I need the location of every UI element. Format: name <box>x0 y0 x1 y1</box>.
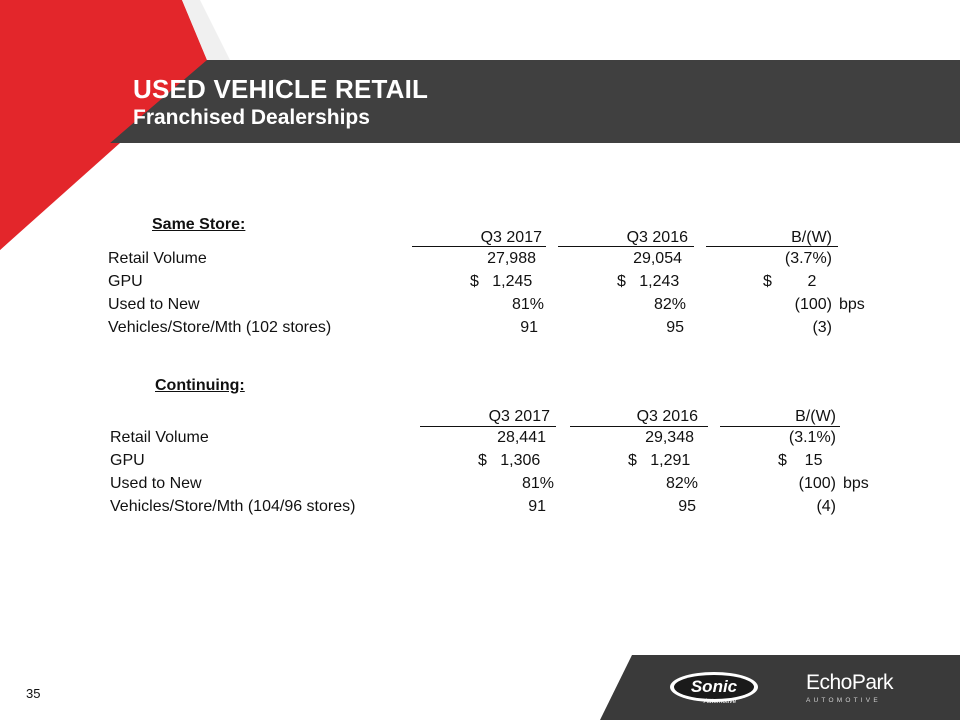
same-store-bw-value: $ 2 <box>763 273 817 290</box>
footer-band <box>600 655 960 720</box>
same-store-q3-2016-value: 29,054 <box>633 250 682 267</box>
same-store-q3-2017-value: 81% <box>511 296 544 313</box>
same-store-q3-2016-value: 95 <box>666 319 684 336</box>
continuing-bw-value: (3.1%) <box>788 429 836 446</box>
continuing-row-label: Used to New <box>110 475 202 492</box>
continuing-q3-2016-value: $ 1,291 <box>628 452 691 469</box>
continuing-q3-2016-value: 29,348 <box>645 429 694 446</box>
echopark-logo-text: EchoPark <box>806 671 894 694</box>
continuing-bw-value: (100) <box>798 475 836 492</box>
echopark-automotive-logo: EchoPark AUTOMOTIVE <box>806 672 906 708</box>
same-store-bw-value: (3) <box>812 319 832 336</box>
same-store-col-underline <box>706 246 838 247</box>
continuing-col-underline <box>720 426 840 427</box>
continuing-row-label: GPU <box>110 452 145 469</box>
sonic-logo-subtext: Automotive <box>703 698 737 705</box>
header-dark-panel <box>120 60 960 143</box>
page-number: 35 <box>26 686 41 701</box>
continuing-col-underline <box>570 426 708 427</box>
continuing-q3-2017-value: 28,441 <box>497 429 546 446</box>
echopark-logo-subtext: AUTOMOTIVE <box>806 697 881 704</box>
same-store-col-q3-2017: Q3 2017 <box>480 229 542 246</box>
same-store-row-label: Used to New <box>108 296 200 313</box>
same-store-bw-value: (3.7%) <box>784 250 832 267</box>
same-store-row-label: GPU <box>108 273 143 290</box>
same-store-heading: Same Store: <box>152 216 246 233</box>
slide-title: USED VEHICLE RETAIL <box>133 74 429 104</box>
continuing-col-bw: B/(W) <box>795 408 836 425</box>
continuing-bw-value: $ 15 <box>778 452 823 469</box>
sonic-automotive-logo: Sonic Automotive <box>668 670 760 706</box>
red-wedge-lower <box>0 143 120 250</box>
same-store-col-underline <box>558 246 694 247</box>
continuing-col-underline <box>420 426 556 427</box>
continuing-row-label: Vehicles/Store/Mth (104/96 stores) <box>110 498 356 515</box>
continuing-q3-2017-value: $ 1,306 <box>478 452 541 469</box>
same-store-col-bw: B/(W) <box>791 229 832 246</box>
continuing-bw-value: (4) <box>816 498 836 515</box>
continuing-q3-2016-value: 82% <box>665 475 698 492</box>
sonic-logo-text: Sonic <box>691 677 738 696</box>
same-store-col-q3-2016: Q3 2016 <box>626 229 688 246</box>
same-store-col-underline <box>412 246 546 247</box>
sonic-logo-icon: Sonic Automotive <box>670 672 758 705</box>
header-diagonal <box>110 60 210 143</box>
continuing-unit: bps <box>843 475 869 492</box>
same-store-row-label: Retail Volume <box>108 250 207 267</box>
same-store-q3-2017-value: 91 <box>520 319 538 336</box>
continuing-col-q3-2016: Q3 2016 <box>636 408 698 425</box>
same-store-row-label: Vehicles/Store/Mth (102 stores) <box>108 319 332 336</box>
continuing-q3-2017-value: 81% <box>521 475 554 492</box>
same-store-q3-2017-value: $ 1,245 <box>470 273 533 290</box>
continuing-heading: Continuing: <box>155 377 245 394</box>
same-store-q3-2017-value: 27,988 <box>487 250 536 267</box>
continuing-row-label: Retail Volume <box>110 429 209 446</box>
continuing-q3-2017-value: 91 <box>528 498 546 515</box>
continuing-q3-2016-value: 95 <box>678 498 696 515</box>
same-store-q3-2016-value: 82% <box>653 296 686 313</box>
same-store-unit: bps <box>839 296 865 313</box>
same-store-q3-2016-value: $ 1,243 <box>617 273 680 290</box>
same-store-bw-value: (100) <box>794 296 832 313</box>
continuing-col-q3-2017: Q3 2017 <box>488 408 550 425</box>
slide-subtitle: Franchised Dealerships <box>133 106 370 129</box>
